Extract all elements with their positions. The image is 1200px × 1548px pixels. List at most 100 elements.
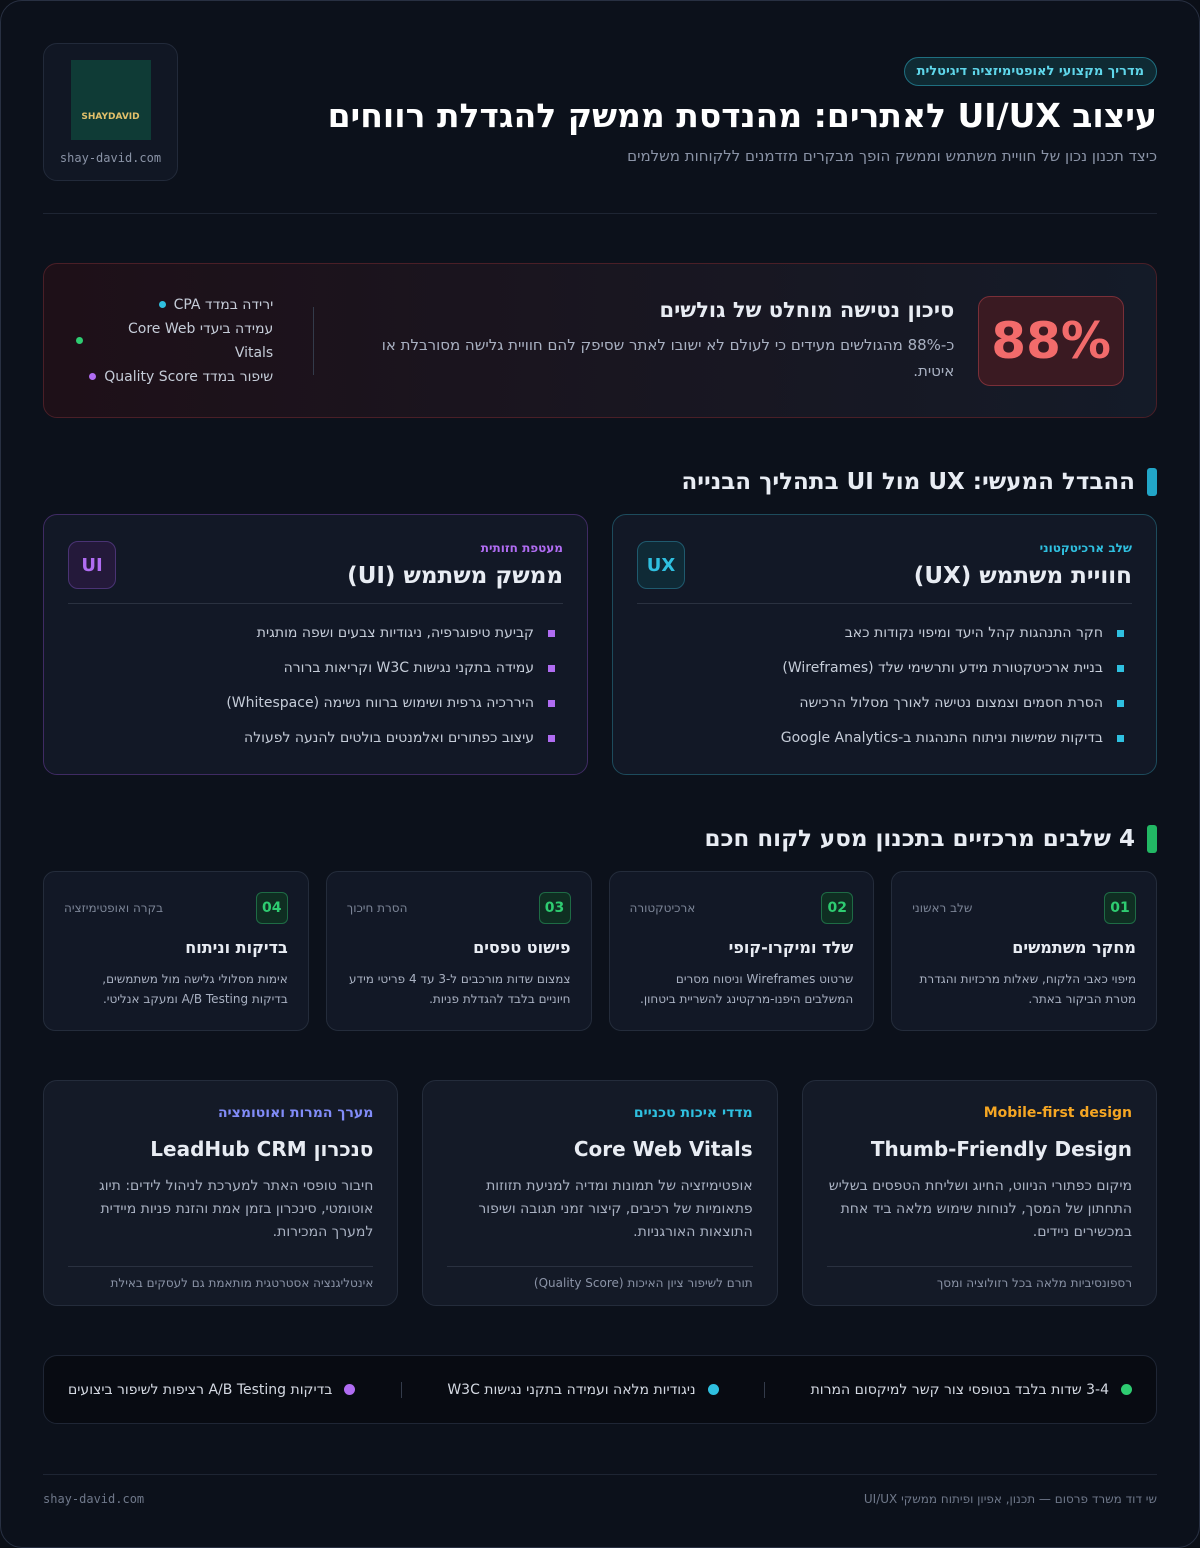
section-heading: 4 שלבים מרכזיים בתכנון מסע לקוח חכם (43, 825, 1157, 853)
separator (764, 1381, 766, 1398)
list-item: עיצוב כפתורים ואלמנטים בולטים להנעה לפעו… (68, 721, 555, 756)
heading-text: 4 שלבים מרכזיים בתכנון מסע לקוח חכם (704, 826, 1135, 852)
card-badge: UX (637, 541, 685, 589)
card-title: חוויית משתמש (UX) (913, 563, 1132, 589)
card-title: ממשק משתמש (UI) (347, 563, 563, 589)
feature-label: מדדי איכות טכניים (633, 1105, 753, 1121)
comparison-card: שלב ארכיטקטוני חוויית משתמש (UX) UX חקר התנ… (612, 514, 1157, 775)
subtitle: כיצד תכנון נכון של חוויית משתמש וממשק הו… (627, 147, 1157, 165)
feature-text: מיקום כפתורי הניווט, החיוג ושליחת הטפסים… (828, 1178, 1132, 1240)
highlights: 3-4 שדות בלבד בטופסי צור קשר למיקסום המר… (43, 1355, 1157, 1424)
feature-text: אופטימיזציה של תמונות ומדיה למניעת תזוזו… (478, 1178, 753, 1240)
highlight: ניגודיות מלאה ועמידה בתקני נגישות W3C (447, 1382, 719, 1398)
highlight-text: בדיקות A/B Testing רציפות לשיפור ביצועים (68, 1381, 333, 1398)
list-item: קביעת טיפוגרפיה, ניגודיות צבעים ושפה מות… (68, 616, 555, 651)
card-badge: UI (68, 541, 116, 589)
step-tag: ארכיטקטורה (629, 901, 696, 915)
comparison-card: מעטפת חזותית ממשק משתמש (UI) UI קביעת טיפוג… (43, 514, 588, 775)
stat-title: סיכון נטישה מוחלט של גולשים (659, 297, 955, 322)
bullet-square (548, 665, 555, 672)
item-text: חקר התנהגות קהל היעד ומיפוי נקודות כאב (844, 625, 1103, 641)
step-top: 04 בקרה ואופטימיזציה (64, 892, 288, 924)
accent-bar (1147, 825, 1157, 853)
feature-card: מדדי איכות טכניים Core Web Vitals אופטימיז… (422, 1080, 778, 1306)
step-card: 04 בקרה ואופטימיזציה בדיקות וניתוח אימות מס… (43, 871, 309, 1031)
item-text: קביעת טיפוגרפיה, ניגודיות צבעים ושפה מות… (256, 625, 534, 641)
step-text: מיפוי כאבי הלקוח, שאלות מרכזיות והגדרת מ… (919, 972, 1136, 1006)
step-title: שלד ומיקרו-קופי (728, 938, 854, 957)
bullet-square (548, 630, 555, 637)
card-label: מעטפת חזותית (480, 541, 563, 555)
bullet-square (1117, 630, 1124, 637)
step-card: 01 שלב ראשוני מחקר משתמשים מיפוי כאבי הלקוח… (891, 871, 1157, 1031)
logo-domain: shay-david.com (59, 151, 162, 165)
list-item: חקר התנהגות קהל היעד ומיפוי נקודות כאב (637, 616, 1124, 651)
steps: 01 שלב ראשוני מחקר משתמשים מיפוי כאבי הלקוח… (43, 871, 1157, 1031)
card-header: מעטפת חזותית ממשק משתמש (UI) UI (68, 541, 563, 604)
step-card: 02 ארכיטקטורה שלד ומיקרו-קופי שרטוט Wirefra… (608, 871, 875, 1031)
card-label: שלב ארכיטקטוני (1039, 541, 1132, 555)
highlight: בדיקות A/B Testing רציפות לשיפור ביצועים (68, 1381, 356, 1398)
feature-card: מערך המרות ואוטומציה סנכרון LeadHub CRM חי… (43, 1080, 399, 1306)
bullet-dot (89, 373, 97, 380)
card-header: שלב ארכיטקטוני חוויית משתמש (UX) UX (637, 541, 1132, 604)
header: מדריך מקצועי לאופטימיזציה דיגיטלית עיצוב… (43, 43, 1157, 181)
bullet-text: שיפור במדד Quality Score (104, 368, 274, 385)
item-text: בניית ארכיטקטורת מידע ותרשימי שלד (Wiref… (782, 660, 1103, 676)
step-number: 01 (1104, 892, 1136, 924)
comparison: שלב ארכיטקטוני חוויית משתמש (UX) UX חקר התנ… (43, 514, 1157, 775)
card-list: קביעת טיפוגרפיה, ניגודיות צבעים ושפה מות… (68, 616, 563, 756)
feature-label: מערך המרות ואוטומציה (217, 1105, 374, 1121)
bullet-dot (158, 301, 166, 308)
item-text: בדיקות שמישות וניתוח התנהגות ב-Google An… (780, 730, 1103, 746)
bullet-text: ירידה במדד CPA (173, 296, 274, 313)
step-top: 03 הסרת חיכוך (347, 892, 571, 924)
card-heading: שלב ארכיטקטוני חוויית משתמש (UX) (914, 541, 1132, 589)
step-number: 03 (538, 892, 571, 924)
feature-text: חיבור טופסי האתר למערכת לניהול לידים: תי… (98, 1178, 374, 1240)
item-text: עיצוב כפתורים ואלמנטים בולטים להנעה לפעו… (244, 730, 534, 746)
heading-text: ההבדל המעשי: UX מול UI בתהליך הבנייה (681, 469, 1135, 495)
step-number: 02 (821, 892, 854, 924)
footer: שי דוד משרד פרסום — תכנון, אפיון ופיתוח … (43, 1474, 1157, 1506)
section-heading: ההבדל המעשי: UX מול UI בתהליך הבנייה (43, 468, 1157, 496)
step-title: פישוט טפסים (473, 938, 571, 957)
bullet-square (548, 700, 555, 707)
highlight-dot (707, 1384, 719, 1395)
step-tag: שלב ראשוני (912, 901, 973, 915)
stat-box: 88% סיכון נטישה מוחלט של גולשים כ-88% מה… (43, 263, 1157, 418)
feature-card: Mobile-first design Thumb-Friendly Design… (801, 1080, 1157, 1306)
footer-domain: shay-david.com (43, 1492, 145, 1506)
item-text: היררכיה גרפית ושימוש ברווח נשימה (Whites… (226, 695, 534, 711)
separator (400, 1381, 402, 1398)
stat-value: 88% (978, 295, 1124, 386)
stat-bullet: עמידה ביעדי Core Web Vitals (76, 317, 273, 365)
item-text: עמידה בתקני נגישות W3C וקריאות ברורה (283, 660, 534, 676)
card-heading: מעטפת חזותית ממשק משתמש (UI) (347, 541, 563, 589)
features: Mobile-first design Thumb-Friendly Design… (43, 1080, 1157, 1306)
highlight-text: 3-4 שדות בלבד בטופסי צור קשר למיקסום המר… (810, 1381, 1109, 1398)
feature-note: רספונסיביות מלאה בכל רזולוציה ומסך (826, 1266, 1132, 1290)
divider (43, 213, 1157, 214)
stat-description: כ-88% מהגולשים מעידים כי לעולם לא ישובו … (381, 335, 955, 380)
bullet-square (1117, 735, 1124, 742)
highlight: 3-4 שדות בלבד בטופסי צור קשר למיקסום המר… (811, 1382, 1132, 1398)
feature-title: סנכרון LeadHub CRM (150, 1137, 374, 1161)
feature-note: תורם לשיפור ציון האיכות (Quality Score) (447, 1266, 753, 1290)
logo-image: SHAYDAVID (70, 60, 151, 140)
step-text: אימות מסלולי גלישה מול משתמשים, בדיקות A… (102, 972, 288, 1006)
stat-bullet: ירידה במדד CPA (76, 293, 273, 317)
bullet-square (548, 735, 555, 742)
accent-bar (1147, 468, 1157, 496)
step-title: בדיקות וניתוח (185, 938, 288, 957)
list-item: עמידה בתקני נגישות W3C וקריאות ברורה (68, 651, 555, 686)
step-number: 04 (255, 892, 288, 924)
stat-text: סיכון נטישה מוחלט של גולשים כ-88% מהגולש… (352, 297, 955, 384)
bullet-square (1117, 700, 1124, 707)
feature-title: Thumb-Friendly Design (870, 1137, 1132, 1161)
card-list: חקר התנהגות קהל היעד ומיפוי נקודות כאב בנ… (637, 616, 1132, 756)
step-tag: הסרת חיכוך (346, 901, 408, 915)
step-top: 01 שלב ראשוני (912, 892, 1136, 924)
list-item: בניית ארכיטקטורת מידע ותרשימי שלד (Wiref… (637, 651, 1124, 686)
